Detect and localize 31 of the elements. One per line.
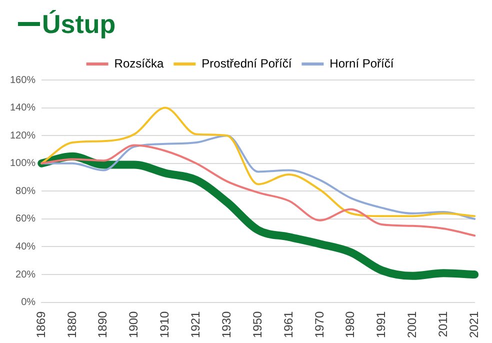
x-tick-label: 2021 xyxy=(466,310,481,338)
x-tick-label: 2001 xyxy=(405,310,420,338)
y-tick-label: 80% xyxy=(16,186,36,197)
x-tick-label: 1991 xyxy=(374,310,388,338)
line-series xyxy=(40,106,476,218)
x-tick-label: 1930 xyxy=(219,310,234,338)
x-tick-label: 1950 xyxy=(250,310,264,338)
line-series xyxy=(40,144,476,237)
x-tick-label: 1880 xyxy=(64,310,79,338)
x-tick-label: 1970 xyxy=(312,310,326,338)
x-tick-label: 1921 xyxy=(188,310,203,338)
y-tick-label: 120% xyxy=(10,130,36,142)
y-tick-label: 100% xyxy=(10,158,36,170)
y-tick-label: 40% xyxy=(16,241,36,252)
x-tick-label: 1890 xyxy=(96,310,110,338)
x-tick-label: 1980 xyxy=(343,310,358,338)
y-tick-label: 140% xyxy=(10,102,36,114)
legend-label: Rozsíčka xyxy=(114,56,164,70)
x-tick-label: 1869 xyxy=(34,310,48,338)
legend-label: Prostřední Poříčí xyxy=(202,56,292,70)
legend-label: Horní Poříčí xyxy=(330,56,394,70)
legend-label: Ústup xyxy=(42,8,116,40)
x-tick-label: 1900 xyxy=(126,310,141,338)
x-tick-label: 1910 xyxy=(158,310,172,338)
y-tick-label: 0% xyxy=(21,297,36,308)
x-tick-label: 1961 xyxy=(281,310,296,338)
line-series xyxy=(40,134,476,220)
y-tick-label: 160% xyxy=(10,74,36,86)
y-tick-label: 60% xyxy=(16,214,36,225)
x-tick-label: 2011 xyxy=(436,310,450,338)
y-tick-label: 20% xyxy=(16,269,36,280)
